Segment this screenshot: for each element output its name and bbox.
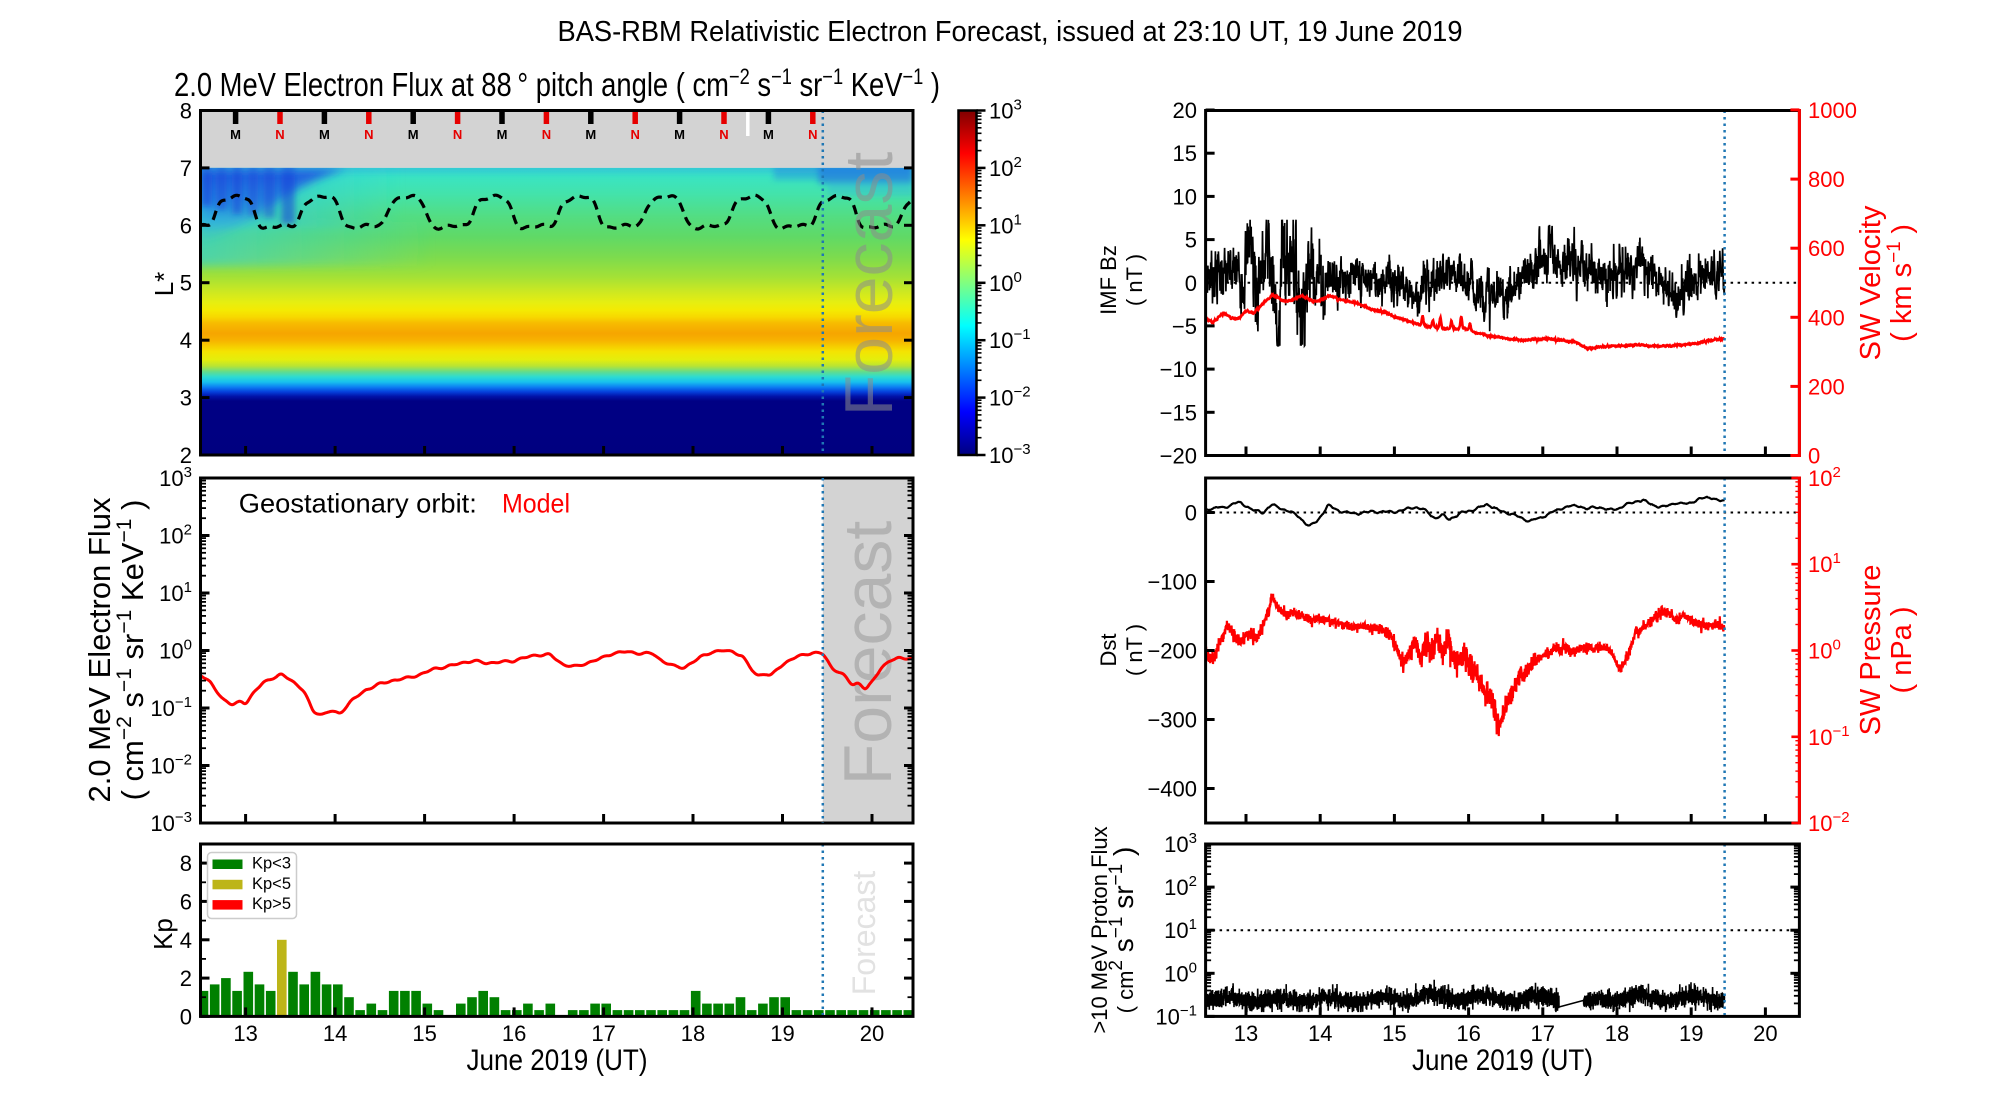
svg-text:Forecast: Forecast — [830, 521, 906, 786]
svg-text:Model: Model — [502, 489, 570, 519]
svg-text:15: 15 — [1382, 1021, 1406, 1046]
svg-text:( cm−2 s−1 sr−1 KeV−1 ): ( cm−2 s−1 sr−1 KeV−1 ) — [113, 500, 150, 801]
svg-text:20: 20 — [1753, 1021, 1777, 1046]
svg-text:−200: −200 — [1147, 639, 1197, 664]
svg-text:Kp<3: Kp<3 — [252, 855, 291, 873]
svg-text:BAS-RBM Relativistic Electron: BAS-RBM Relativistic Electron Forecast, … — [558, 16, 1463, 48]
svg-text:5: 5 — [1185, 228, 1197, 253]
svg-text:June 2019 (UT): June 2019 (UT) — [467, 1044, 648, 1077]
svg-text:N: N — [275, 127, 284, 142]
svg-text:M: M — [585, 127, 596, 142]
svg-text:N: N — [542, 127, 551, 142]
svg-text:M: M — [408, 127, 419, 142]
svg-text:L*: L* — [149, 272, 179, 297]
svg-text:−20: −20 — [1160, 444, 1197, 469]
svg-text:15: 15 — [1173, 141, 1197, 166]
svg-text:N: N — [364, 127, 373, 142]
svg-text:M: M — [674, 127, 685, 142]
svg-text:10−1: 10−1 — [1155, 1002, 1197, 1029]
svg-text:1000: 1000 — [1808, 98, 1857, 123]
svg-text:18: 18 — [681, 1021, 705, 1046]
svg-text:102: 102 — [989, 154, 1022, 181]
svg-text:Kp>5: Kp>5 — [252, 895, 291, 913]
svg-text:N: N — [453, 127, 462, 142]
svg-text:M: M — [319, 127, 330, 142]
svg-text:4: 4 — [180, 928, 192, 953]
svg-text:( nPa ): ( nPa ) — [1886, 606, 1918, 693]
svg-text:0: 0 — [1185, 501, 1197, 526]
svg-text:14: 14 — [1308, 1021, 1332, 1046]
svg-text:2.0 MeV Electron Flux: 2.0 MeV Electron Flux — [82, 497, 117, 802]
svg-text:0: 0 — [1185, 271, 1197, 296]
svg-text:M: M — [497, 127, 508, 142]
svg-text:N: N — [808, 127, 817, 142]
svg-text:13: 13 — [1234, 1021, 1258, 1046]
svg-text:10−1: 10−1 — [989, 326, 1031, 353]
svg-text:17: 17 — [1531, 1021, 1555, 1046]
svg-text:−10: −10 — [1160, 357, 1197, 382]
svg-text:6: 6 — [180, 889, 192, 914]
svg-text:10−1: 10−1 — [150, 694, 192, 721]
svg-text:400: 400 — [1808, 305, 1845, 330]
svg-text:0: 0 — [180, 1004, 192, 1029]
svg-text:7: 7 — [180, 156, 192, 181]
svg-text:IMF Bz: IMF Bz — [1096, 245, 1121, 315]
svg-text:13: 13 — [233, 1021, 257, 1046]
svg-text:8: 8 — [180, 99, 192, 124]
svg-text:Kp: Kp — [148, 918, 178, 950]
svg-text:Forecast: Forecast — [831, 152, 907, 417]
svg-text:Forecast: Forecast — [846, 871, 882, 996]
svg-text:19: 19 — [1679, 1021, 1703, 1046]
svg-text:19: 19 — [770, 1021, 794, 1046]
svg-text:6: 6 — [180, 213, 192, 238]
svg-text:N: N — [631, 127, 640, 142]
svg-text:M: M — [763, 127, 774, 142]
svg-text:800: 800 — [1808, 167, 1845, 192]
svg-text:14: 14 — [323, 1021, 347, 1046]
svg-text:2: 2 — [180, 966, 192, 991]
svg-text:>10 MeV Proton Flux: >10 MeV Proton Flux — [1087, 826, 1112, 1033]
svg-text:3: 3 — [180, 386, 192, 411]
svg-text:18: 18 — [1605, 1021, 1629, 1046]
svg-text:Kp<5: Kp<5 — [252, 875, 291, 893]
svg-text:5: 5 — [180, 271, 192, 296]
svg-text:June 2019 (UT): June 2019 (UT) — [1412, 1044, 1593, 1077]
svg-text:( nT ): ( nT ) — [1122, 624, 1147, 676]
svg-text:10−3: 10−3 — [150, 809, 192, 836]
svg-text:−15: −15 — [1160, 400, 1197, 425]
svg-text:−400: −400 — [1147, 777, 1197, 802]
svg-text:M: M — [230, 127, 241, 142]
svg-text:N: N — [719, 127, 728, 142]
svg-text:Geostationary orbit:: Geostationary orbit: — [239, 489, 477, 519]
svg-text:15: 15 — [412, 1021, 436, 1046]
svg-text:8: 8 — [180, 851, 192, 876]
svg-text:17: 17 — [591, 1021, 615, 1046]
svg-text:10: 10 — [1173, 184, 1197, 209]
svg-text:Dst: Dst — [1096, 634, 1121, 667]
svg-text:200: 200 — [1808, 374, 1845, 399]
svg-text:0: 0 — [1808, 444, 1820, 469]
svg-text:16: 16 — [1456, 1021, 1480, 1046]
svg-text:2.0 MeV Electron Flux at 88 °: 2.0 MeV Electron Flux at 88 ° pitch angl… — [174, 64, 940, 103]
svg-text:−5: −5 — [1172, 314, 1197, 339]
svg-text:20: 20 — [1173, 98, 1197, 123]
svg-text:20: 20 — [860, 1021, 884, 1046]
svg-text:( nT ): ( nT ) — [1122, 254, 1147, 306]
svg-text:4: 4 — [180, 328, 192, 353]
svg-text:SW Pressure: SW Pressure — [1855, 565, 1887, 736]
svg-text:2: 2 — [180, 443, 192, 468]
svg-text:16: 16 — [502, 1021, 526, 1046]
svg-text:−100: −100 — [1147, 570, 1197, 595]
svg-text:600: 600 — [1808, 236, 1845, 261]
svg-text:SW Velocity: SW Velocity — [1855, 205, 1887, 360]
svg-text:−300: −300 — [1147, 708, 1197, 733]
svg-text:101: 101 — [1808, 550, 1841, 577]
svg-text:( km s−1 ): ( km s−1 ) — [1884, 224, 1918, 342]
